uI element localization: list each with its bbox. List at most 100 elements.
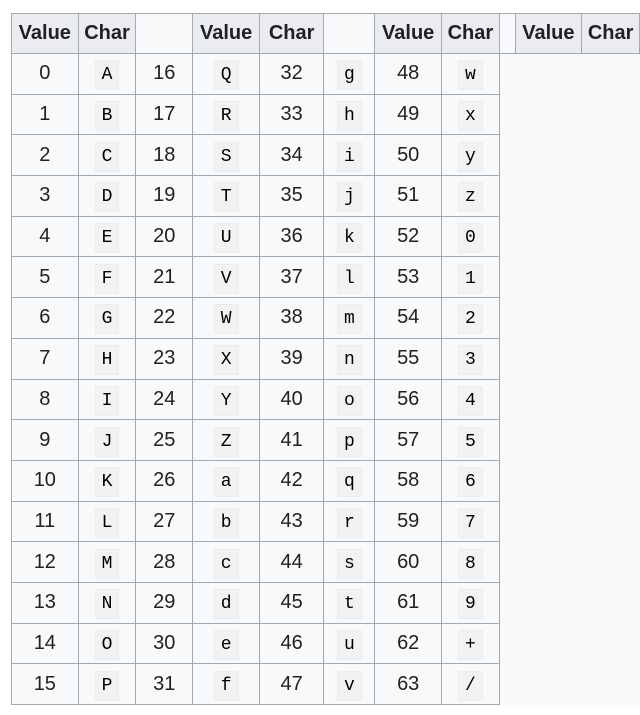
char-cell: D: [77, 175, 137, 217]
value-cell: 27: [135, 500, 194, 543]
char-cell: F: [77, 256, 137, 299]
value-cell: 11: [11, 500, 79, 543]
char-code: h: [336, 101, 362, 132]
table-row: 9 J 25 Z 41 p 57 5: [11, 419, 640, 461]
char-cell: 2: [441, 297, 500, 339]
value-cell: 46: [258, 622, 325, 665]
char-code: M: [94, 548, 120, 579]
char-cell: 1: [441, 256, 500, 299]
char-code: e: [213, 629, 239, 660]
char-cell: t: [323, 581, 376, 624]
table-row: 8 I 24 Y 40 o 56 4: [11, 378, 640, 421]
char-cell: K: [77, 459, 137, 502]
value-cell: 39: [258, 337, 325, 380]
char-header: Char: [441, 13, 500, 54]
char-cell: Y: [192, 378, 260, 421]
char-code: P: [94, 670, 120, 701]
value-cell: 48: [374, 53, 442, 95]
char-code: j: [336, 182, 362, 213]
value-cell: 16: [135, 53, 194, 95]
char-cell: p: [323, 419, 376, 461]
value-cell: 45: [258, 581, 325, 624]
value-header: Value: [514, 13, 583, 54]
value-cell: 47: [258, 663, 325, 705]
char-cell: r: [323, 500, 376, 543]
value-cell: 43: [258, 500, 325, 543]
char-code: t: [336, 589, 362, 620]
char-code: u: [336, 629, 362, 660]
char-code: Z: [213, 426, 239, 457]
value-cell: 3: [11, 175, 79, 217]
char-cell: a: [192, 459, 260, 502]
table-row: 12 M 28 c 44 s 60 8: [11, 541, 640, 583]
value-cell: 63: [374, 663, 442, 705]
char-cell: 9: [441, 581, 500, 624]
value-cell: 15: [11, 663, 79, 705]
char-cell: l: [323, 256, 376, 299]
value-cell: 49: [374, 93, 442, 136]
value-cell: 6: [11, 297, 79, 339]
value-cell: 40: [258, 378, 325, 421]
char-cell: q: [323, 459, 376, 502]
value-cell: 57: [374, 419, 442, 461]
char-code: /: [457, 670, 483, 701]
value-cell: 58: [374, 459, 442, 502]
char-cell: G: [77, 297, 137, 339]
table-row: 13 N 29 d 45 t 61 9: [11, 581, 640, 624]
value-cell: 14: [11, 622, 79, 665]
value-header: Value: [374, 13, 442, 54]
value-cell: 19: [135, 175, 194, 217]
char-header: Char: [581, 13, 640, 54]
value-header: Value: [192, 13, 260, 54]
value-cell: 35: [258, 175, 325, 217]
char-cell: 0: [441, 215, 500, 258]
char-cell: y: [441, 134, 500, 177]
char-code: 3: [457, 345, 483, 376]
column-spacer: [135, 13, 194, 54]
value-cell: 62: [374, 622, 442, 665]
char-cell: I: [77, 378, 137, 421]
char-cell: L: [77, 500, 137, 543]
char-code: N: [94, 589, 120, 620]
char-code: d: [213, 589, 239, 620]
value-cell: 56: [374, 378, 442, 421]
value-cell: 29: [135, 581, 194, 624]
value-cell: 32: [258, 53, 325, 95]
char-code: s: [336, 548, 362, 579]
char-cell: x: [441, 93, 500, 136]
value-cell: 1: [11, 93, 79, 136]
char-cell: W: [192, 297, 260, 339]
table-row: 10 K 26 a 42 q 58 6: [11, 459, 640, 502]
char-code: Q: [213, 60, 239, 91]
char-cell: R: [192, 93, 260, 136]
char-cell: o: [323, 378, 376, 421]
char-cell: S: [192, 134, 260, 177]
char-cell: E: [77, 215, 137, 258]
char-cell: 8: [441, 541, 500, 583]
char-cell: u: [323, 622, 376, 665]
char-cell: 7: [441, 500, 500, 543]
char-header: Char: [77, 13, 137, 54]
value-cell: 5: [11, 256, 79, 299]
char-code: y: [457, 141, 483, 172]
char-cell: 5: [441, 419, 500, 461]
value-cell: 22: [135, 297, 194, 339]
char-cell: k: [323, 215, 376, 258]
char-code: C: [94, 141, 120, 172]
value-cell: 59: [374, 500, 442, 543]
char-cell: T: [192, 175, 260, 217]
char-code: R: [213, 101, 239, 132]
table-row: 14 O 30 e 46 u 62 +: [11, 622, 640, 665]
char-code: m: [336, 304, 362, 335]
value-cell: 31: [135, 663, 194, 705]
table-row: 7 H 23 X 39 n 55 3: [11, 337, 640, 380]
table-row: 3 D 19 T 35 j 51 z: [11, 175, 640, 217]
table-row: 2 C 18 S 34 i 50 y: [11, 134, 640, 177]
value-cell: 60: [374, 541, 442, 583]
table-row: 0 A 16 Q 32 g 48 w: [11, 53, 640, 95]
char-cell: +: [441, 622, 500, 665]
char-code: L: [94, 507, 120, 538]
char-cell: B: [77, 93, 137, 136]
char-code: z: [457, 182, 483, 213]
